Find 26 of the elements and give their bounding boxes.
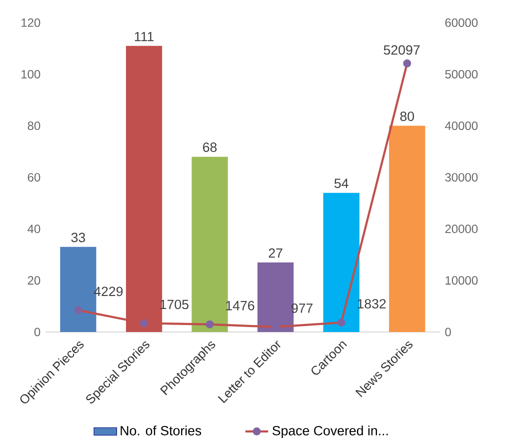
y-tick-label: 80: [28, 122, 40, 130]
data-label: 27: [268, 248, 282, 258]
bar: [323, 192, 360, 332]
data-label: 54: [334, 178, 348, 188]
y2-tick-label: 30000: [445, 173, 478, 182]
y2-tick-label: 50000: [445, 70, 478, 78]
data-label: 68: [203, 142, 217, 152]
y-tick-label: 0: [34, 328, 40, 336]
y2-tick-label: 40000: [444, 122, 478, 130]
y2-tick-label: 10000: [446, 276, 478, 285]
y-tick-label: 20: [28, 276, 40, 285]
data-label: 80: [400, 112, 414, 122]
y-tick-label: 120: [22, 18, 40, 27]
bar: [192, 156, 228, 332]
y2-tick-label: 0: [445, 328, 451, 336]
legend-label: Space Covered in...: [272, 426, 388, 438]
y-tick-label: 40: [28, 224, 40, 234]
y-tick-label: 60: [28, 173, 40, 182]
y2-tick-label: 60000: [445, 18, 478, 27]
data-label: 52097: [384, 45, 420, 55]
data-label: 111: [134, 32, 154, 42]
legend-label: No. of Stories: [120, 426, 202, 436]
y2-tick-label: 20000: [445, 224, 478, 234]
data-label: 33: [71, 232, 86, 242]
bar: [389, 126, 426, 332]
y-tick-label: 100: [22, 70, 40, 78]
